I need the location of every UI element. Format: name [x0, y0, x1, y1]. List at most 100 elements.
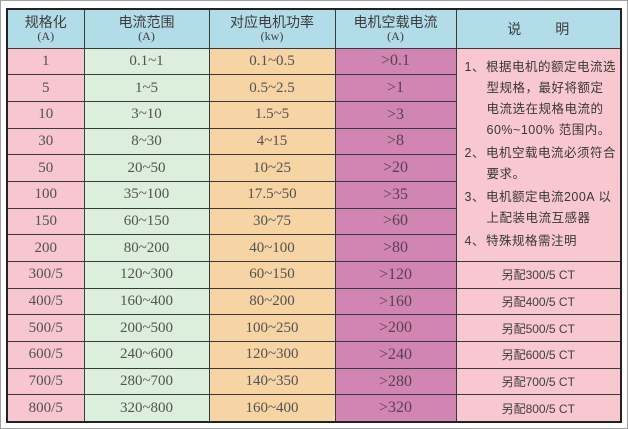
- table-row: 400/5 160~400 80~200 >160 另配400/5 CT: [6, 287, 622, 316]
- power-cell: 40~100: [208, 234, 336, 262]
- table-row: 100 35~100 17.5~50 >35: [6, 180, 621, 209]
- remarks-ct-cell: 另配400/5 CT: [455, 287, 622, 316]
- power-cell: 4~15: [208, 127, 336, 156]
- table-row: 50 20~50 10~25 >20: [6, 154, 621, 182]
- power-cell: 17.5~50: [208, 180, 336, 209]
- range-cell: 240~600: [83, 341, 210, 369]
- spec-cell: 700/5: [6, 367, 85, 396]
- spec-cell: 5: [6, 74, 85, 102]
- header-spec-label: 规格化: [24, 13, 67, 30]
- range-cell: 0.1~1: [83, 47, 210, 76]
- table-row: 300/5 120~300 60~150 >120 另配300/5 CT: [6, 261, 622, 289]
- range-cell: 120~300: [83, 261, 210, 289]
- note-number: 2、: [464, 146, 485, 161]
- header-noload-current-label: 电机空载电流: [353, 13, 438, 30]
- range-cell: 200~500: [83, 314, 210, 343]
- noload-cell: >60: [334, 207, 457, 236]
- remarks-ct-cell: 另配500/5 CT: [455, 314, 622, 343]
- noload-cell: >3: [334, 100, 457, 129]
- noload-cell: >35: [334, 180, 457, 209]
- note-item: 1、根据电机的额定电流选型规格，最好将额定电流选在规格电流的60%~100% 范…: [465, 57, 617, 141]
- power-cell: 100~250: [208, 314, 336, 343]
- power-cell: 140~350: [208, 367, 336, 396]
- power-cell: 80~200: [208, 287, 336, 316]
- note-item: 2、电机空载电流必须符合要求。: [465, 143, 617, 185]
- spec-cell: 50: [6, 154, 85, 182]
- noload-cell: >1: [334, 74, 457, 102]
- power-cell: 0.5~2.5: [208, 74, 336, 102]
- header-motor-power-label: 对应电机功率: [230, 13, 314, 30]
- noload-cell: >80: [334, 234, 457, 262]
- power-cell: 160~400: [208, 394, 336, 423]
- spec-cell: 400/5: [6, 287, 85, 316]
- table-row: 500/5 200~500 100~250 >200 另配500/5 CT: [6, 314, 622, 343]
- header-noload-current: 电机空载电流 (A): [334, 8, 457, 49]
- noload-cell: >320: [334, 394, 457, 423]
- range-cell: 320~800: [83, 394, 210, 423]
- noload-cell: >280: [334, 367, 457, 396]
- remarks-ct-cell: 另配800/5 CT: [455, 394, 622, 423]
- table-row: 700/5 280~700 140~350 >280 另配700/5 CT: [6, 367, 622, 396]
- note-number: 3、: [464, 190, 485, 205]
- note-text: 电机额定电流200A 以上配装电流互感器: [485, 190, 612, 226]
- range-cell: 60~150: [83, 207, 210, 236]
- noload-cell: >20: [334, 154, 457, 182]
- remarks-ct-cell: 另配700/5 CT: [455, 367, 622, 396]
- noload-cell: >0.1: [334, 47, 457, 76]
- note-number: 4、: [464, 234, 485, 249]
- header-current-range-unit: (A): [138, 28, 155, 43]
- table-row: 10 3~10 1.5~5 >3: [6, 100, 621, 129]
- motor-current-spec-table: 规格化 (A) 电流范围 (A) 对应电机功率 (kw) 电机空载电流 (A) …: [6, 8, 622, 423]
- spec-cell: 200: [6, 234, 85, 262]
- header-motor-power-unit: (kw): [260, 28, 284, 43]
- noload-cell: >240: [334, 341, 457, 369]
- table-row: 150 60~150 30~75 >60: [6, 207, 621, 236]
- noload-cell: >120: [334, 261, 457, 289]
- range-cell: 160~400: [83, 287, 210, 316]
- table-row: 1 0.1~1 0.1~0.5 >0.1 1、根据电机的额定电流选型规格，最好将…: [6, 47, 622, 262]
- note-item: 3、电机额定电流200A 以上配装电流互感器: [465, 187, 617, 229]
- spec-cell: 30: [6, 127, 85, 156]
- header-row: 规格化 (A) 电流范围 (A) 对应电机功率 (kw) 电机空载电流 (A) …: [6, 8, 622, 49]
- range-cell: 8~30: [83, 127, 210, 156]
- power-cell: 0.1~0.5: [208, 47, 336, 76]
- range-cell: 280~700: [83, 367, 210, 396]
- spec-cell: 100: [6, 180, 85, 209]
- remarks-ct-cell: 另配300/5 CT: [455, 261, 622, 289]
- header-spec-unit: (A): [37, 28, 55, 43]
- spec-cell: 500/5: [6, 314, 85, 343]
- noload-cell: >200: [334, 314, 457, 343]
- remarks-cell: 1、根据电机的额定电流选型规格，最好将额定电流选在规格电流的60%~100% 范…: [455, 47, 622, 262]
- power-cell: 60~150: [208, 261, 336, 289]
- power-cell: 120~300: [208, 341, 336, 369]
- note-number: 1、: [464, 60, 485, 75]
- range-cell: 35~100: [83, 180, 210, 209]
- header-noload-current-unit: (A): [387, 28, 404, 43]
- spec-cell: 800/5: [6, 394, 85, 423]
- noload-cell: >8: [334, 127, 457, 156]
- spec-cell: 300/5: [6, 261, 85, 289]
- table-row: 30 8~30 4~15 >8: [6, 127, 621, 156]
- spec-cell: 1: [6, 47, 85, 76]
- remarks-ct-cell: 另配600/5 CT: [455, 341, 622, 369]
- range-cell: 3~10: [83, 100, 210, 129]
- noload-cell: >160: [334, 287, 457, 316]
- note-text: 电机空载电流必须符合要求。: [485, 146, 616, 182]
- table-row: 800/5 320~800 160~400 >320 另配800/5 CT: [6, 394, 622, 423]
- power-cell: 30~75: [208, 207, 336, 236]
- header-motor-power: 对应电机功率 (kw): [208, 8, 336, 49]
- range-cell: 1~5: [83, 74, 210, 102]
- spec-cell: 150: [6, 207, 85, 236]
- note-item: 4、特殊规格需注明: [465, 231, 617, 252]
- range-cell: 80~200: [83, 234, 210, 262]
- header-current-range-label: 电流范围: [118, 13, 175, 30]
- table-row: 600/5 240~600 120~300 >240 另配600/5 CT: [6, 341, 622, 369]
- header-current-range: 电流范围 (A): [83, 8, 210, 49]
- power-cell: 10~25: [208, 154, 336, 182]
- note-text: 特殊规格需注明: [485, 234, 577, 249]
- spec-cell: 10: [6, 100, 85, 129]
- range-cell: 20~50: [83, 154, 210, 182]
- header-remarks: 说 明: [455, 8, 622, 49]
- power-cell: 1.5~5: [208, 100, 336, 129]
- spec-cell: 600/5: [6, 341, 85, 369]
